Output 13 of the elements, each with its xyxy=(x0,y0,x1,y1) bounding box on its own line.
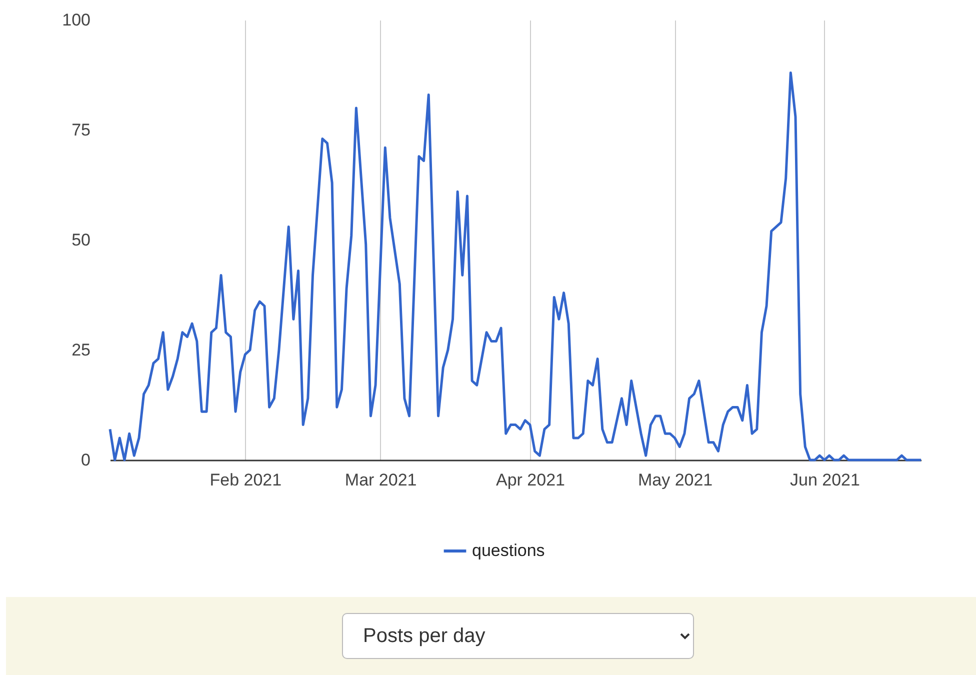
x-tick-label: Jun 2021 xyxy=(790,470,860,490)
y-tick-label: 50 xyxy=(72,230,90,250)
x-tick-label: May 2021 xyxy=(638,470,713,490)
y-tick-label: 25 xyxy=(72,340,90,360)
y-tick-label: 75 xyxy=(72,120,90,140)
x-tick-label: Feb 2021 xyxy=(210,470,282,490)
x-tick-label: Mar 2021 xyxy=(344,470,417,490)
legend-label: questions xyxy=(472,541,545,560)
dropdown-field: Posts per day xyxy=(342,613,694,659)
y-tick-label: 0 xyxy=(81,450,90,470)
y-tick-label: 100 xyxy=(62,10,90,30)
line-series xyxy=(108,72,922,462)
x-tick-label: Apr 2021 xyxy=(496,470,565,490)
